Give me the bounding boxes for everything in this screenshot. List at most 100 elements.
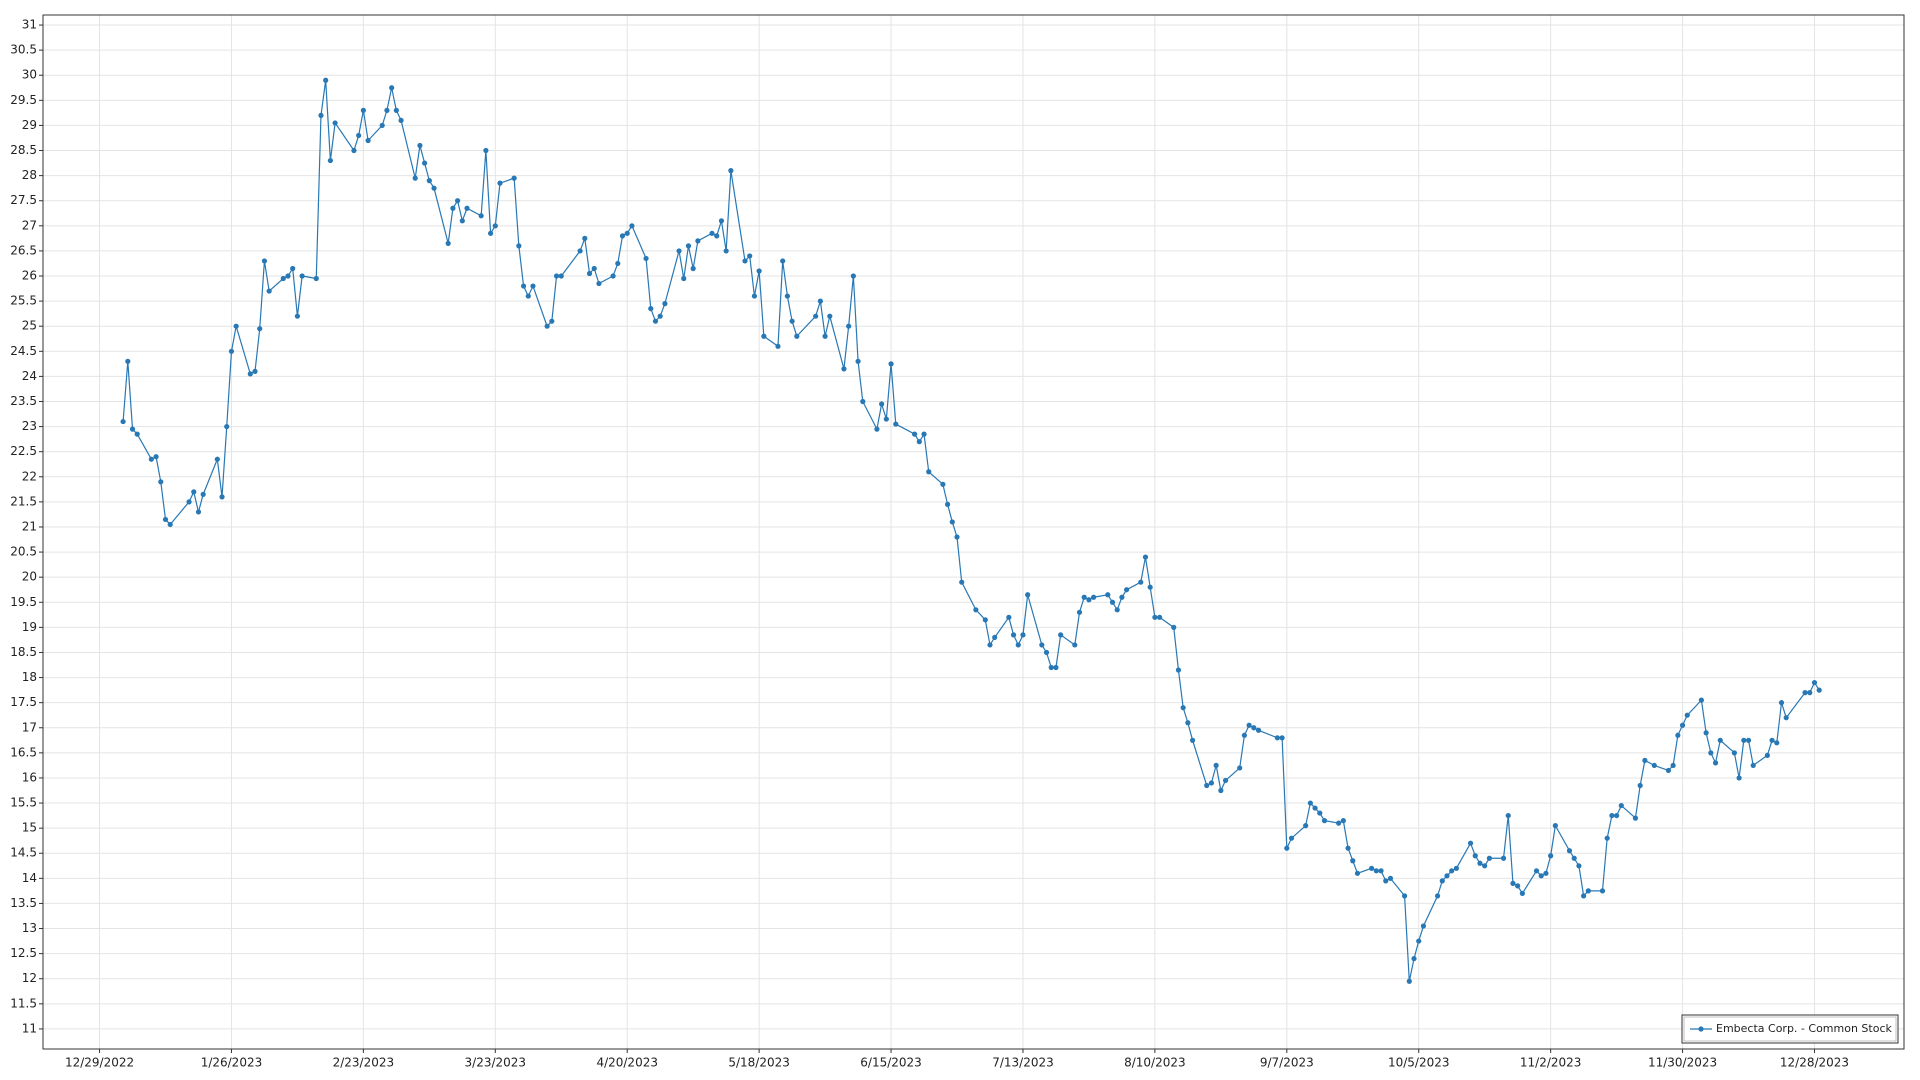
data-point — [690, 265, 696, 272]
data-point — [516, 243, 522, 249]
data-point — [926, 469, 932, 475]
data-point — [1515, 883, 1521, 889]
data-point — [610, 273, 616, 279]
data-point — [747, 253, 753, 259]
data-point — [1698, 697, 1705, 703]
data-point — [417, 142, 423, 149]
y-tick-label: 28 — [22, 168, 37, 182]
data-point — [393, 107, 399, 113]
data-point — [1345, 845, 1351, 851]
y-tick-label: 25.5 — [10, 294, 37, 308]
data-point — [912, 431, 918, 437]
data-point — [662, 301, 668, 307]
data-point — [1477, 860, 1483, 866]
data-point — [1543, 870, 1549, 876]
legend-inner — [1683, 1016, 1897, 1042]
data-point — [1255, 727, 1262, 733]
data-point — [718, 218, 725, 224]
data-point — [1548, 853, 1554, 859]
data-point — [1058, 632, 1064, 638]
data-point — [285, 273, 291, 279]
data-point — [1651, 762, 1657, 769]
data-point — [332, 120, 338, 126]
data-point — [153, 454, 159, 460]
data-point — [379, 122, 385, 129]
data-point — [252, 368, 258, 374]
data-point — [940, 481, 946, 487]
data-point — [299, 273, 305, 279]
y-tick-label: 21.5 — [10, 494, 37, 508]
data-point — [643, 255, 649, 262]
data-point — [1675, 732, 1681, 738]
data-point — [1764, 752, 1770, 758]
data-point — [323, 77, 329, 83]
data-point — [313, 275, 319, 282]
data-point — [1778, 700, 1785, 706]
data-point — [1467, 840, 1474, 846]
y-tick-label: 23 — [22, 419, 37, 433]
x-tick-label: 7/13/2023 — [992, 1056, 1054, 1070]
data-point — [398, 117, 404, 124]
data-point — [709, 230, 715, 236]
data-point — [1745, 737, 1752, 743]
data-point — [1449, 868, 1455, 874]
data-point — [455, 198, 461, 204]
data-point — [511, 175, 517, 181]
data-point — [1284, 845, 1290, 851]
y-tick-label: 16.5 — [10, 745, 37, 759]
data-point — [120, 418, 126, 425]
y-tick-label: 14.5 — [10, 846, 37, 860]
data-point — [1119, 594, 1125, 600]
data-point — [1354, 870, 1361, 876]
data-point — [1684, 712, 1690, 718]
data-point — [676, 248, 682, 254]
data-point — [987, 642, 993, 648]
data-point — [1439, 878, 1445, 884]
data-point — [1486, 855, 1492, 861]
data-point — [846, 323, 852, 329]
data-point — [1665, 767, 1672, 774]
data-point — [195, 509, 202, 515]
data-point — [723, 248, 729, 254]
data-point — [1802, 690, 1808, 696]
data-point — [544, 323, 550, 329]
data-point — [1679, 722, 1686, 728]
y-tick-label: 26.5 — [10, 243, 37, 257]
data-point — [714, 233, 720, 239]
data-point — [619, 233, 626, 239]
data-point — [445, 240, 451, 246]
data-point — [813, 313, 819, 319]
data-point — [1340, 818, 1346, 824]
data-point — [1142, 554, 1149, 560]
data-point — [1109, 599, 1116, 605]
data-point — [648, 306, 654, 312]
data-point — [1533, 868, 1540, 874]
data-point — [1444, 873, 1450, 879]
data-point — [1213, 762, 1219, 769]
data-point — [1609, 812, 1615, 819]
data-point — [224, 423, 230, 430]
data-point — [586, 270, 593, 277]
data-point — [384, 107, 390, 113]
data-point — [944, 501, 951, 507]
data-point — [487, 230, 494, 236]
data-point — [1147, 584, 1153, 590]
data-point — [1336, 820, 1342, 826]
data-point — [657, 313, 663, 319]
data-point — [478, 213, 484, 219]
x-tick-label: 2/23/2023 — [333, 1056, 395, 1070]
data-point — [827, 313, 833, 319]
x-tick-label: 11/30/2023 — [1648, 1056, 1717, 1070]
data-point — [982, 617, 988, 623]
data-point — [1505, 812, 1511, 819]
x-tick-label: 6/15/2023 — [860, 1056, 922, 1070]
data-point — [483, 147, 489, 154]
data-point — [1637, 782, 1643, 789]
data-point — [1769, 737, 1775, 743]
data-point — [850, 273, 856, 279]
y-tick-label: 31 — [22, 18, 37, 32]
data-point — [1378, 868, 1384, 874]
data-point — [577, 248, 583, 254]
y-tick-label: 27.5 — [10, 193, 37, 207]
data-point — [841, 366, 847, 372]
